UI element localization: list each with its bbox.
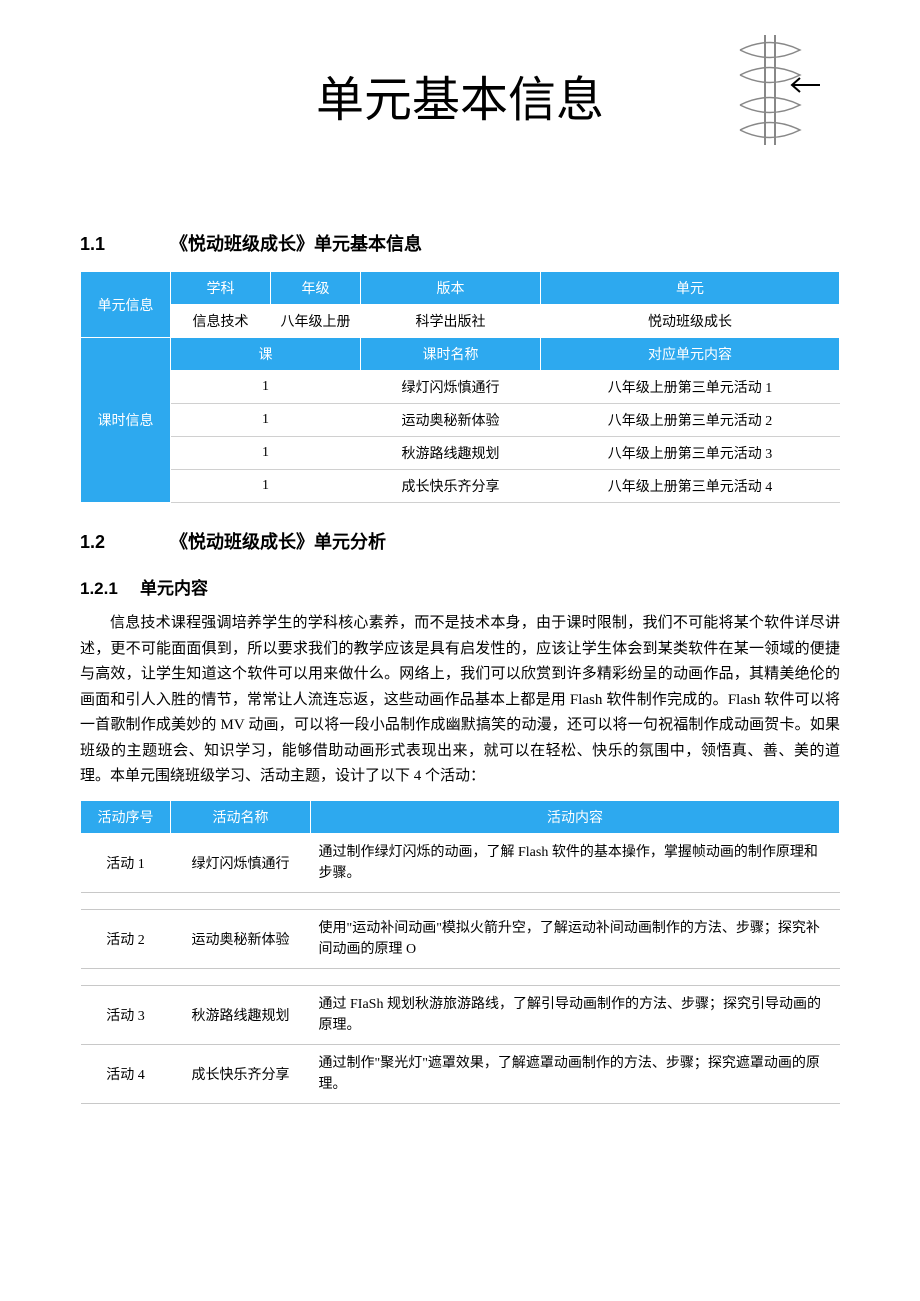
th-unit-content: 对应单元内容 [541, 338, 840, 371]
lesson-num-2: 1 [171, 437, 361, 470]
lesson-name-2: 秋游路线趣规划 [361, 437, 541, 470]
section-title: 单元内容 [140, 579, 208, 598]
th-subject: 学科 [171, 272, 271, 305]
activity-no-2: 活动 3 [81, 985, 171, 1044]
lesson-content-2: 八年级上册第三单元活动 3 [541, 437, 840, 470]
lesson-num-0: 1 [171, 371, 361, 404]
th-unit: 单元 [541, 272, 840, 305]
lesson-num-1: 1 [171, 404, 361, 437]
section-number: 1.1 [80, 234, 170, 255]
lesson-name-3: 成长快乐齐分享 [361, 470, 541, 503]
lesson-name-1: 运动奥秘新体验 [361, 404, 541, 437]
td-subject: 信息技术 [171, 305, 271, 338]
td-grade: 八年级上册 [271, 305, 361, 338]
th-lesson: 课 [171, 338, 361, 371]
unit-info-table: 单元信息 学科 年级 版本 单元 信息技术 八年级上册 科学出版社 悦动班级成长… [80, 271, 840, 503]
activity-table: 活动序号 活动名称 活动内容 活动 1 绿灯闪烁慎通行 通过制作绿灯闪烁的动画，… [80, 800, 840, 1104]
activity-name-0: 绿灯闪烁慎通行 [171, 833, 311, 892]
lesson-content-1: 八年级上册第三单元活动 2 [541, 404, 840, 437]
activity-name-3: 成长快乐齐分享 [171, 1044, 311, 1103]
th-lesson-name: 课时名称 [361, 338, 541, 371]
unit-content-paragraph: 信息技术课程强调培养学生的学科核心素养，而不是技术本身，由于课时限制，我们不可能… [80, 611, 840, 790]
section-number: 1.2.1 [80, 579, 140, 599]
th-activity-no: 活动序号 [81, 800, 171, 833]
lesson-content-0: 八年级上册第三单元活动 1 [541, 371, 840, 404]
section-1-1-heading: 1.1《悦动班级成长》单元基本信息 [80, 230, 840, 256]
activity-content-0: 通过制作绿灯闪烁的动画，了解 Flash 软件的基本操作，掌握帧动画的制作原理和… [311, 833, 840, 892]
lesson-name-0: 绿灯闪烁慎通行 [361, 371, 541, 404]
lesson-info-label: 课时信息 [81, 338, 171, 503]
unit-info-label: 单元信息 [81, 272, 171, 338]
activity-no-3: 活动 4 [81, 1044, 171, 1103]
section-title: 《悦动班级成长》单元分析 [170, 532, 386, 552]
section-title: 《悦动班级成长》单元基本信息 [170, 234, 422, 254]
activity-name-2: 秋游路线趣规划 [171, 985, 311, 1044]
th-grade: 年级 [271, 272, 361, 305]
td-edition: 科学出版社 [361, 305, 541, 338]
activity-content-3: 通过制作"聚光灯"遮罩效果，了解遮罩动画制作的方法、步骤；探究遮罩动画的原理。 [311, 1044, 840, 1103]
activity-no-1: 活动 2 [81, 909, 171, 968]
lesson-content-3: 八年级上册第三单元活动 4 [541, 470, 840, 503]
th-edition: 版本 [361, 272, 541, 305]
activity-content-1: 使用"运动补间动画"模拟火箭升空，了解运动补间动画制作的方法、步骤；探究补间动画… [311, 909, 840, 968]
section-1-2-1-heading: 1.2.1单元内容 [80, 574, 840, 599]
decorative-graphic-icon [720, 30, 820, 150]
section-number: 1.2 [80, 532, 170, 553]
td-unit: 悦动班级成长 [541, 305, 840, 338]
activity-content-2: 通过 FIaSh 规划秋游旅游路线，了解引导动画制作的方法、步骤；探究引导动画的… [311, 985, 840, 1044]
page-main-title: 单元基本信息 [316, 60, 604, 130]
lesson-num-3: 1 [171, 470, 361, 503]
th-activity-content: 活动内容 [311, 800, 840, 833]
th-activity-name: 活动名称 [171, 800, 311, 833]
section-1-2-heading: 1.2《悦动班级成长》单元分析 [80, 528, 840, 554]
main-title-container: 单元基本信息 [80, 60, 840, 130]
activity-no-0: 活动 1 [81, 833, 171, 892]
activity-name-1: 运动奥秘新体验 [171, 909, 311, 968]
